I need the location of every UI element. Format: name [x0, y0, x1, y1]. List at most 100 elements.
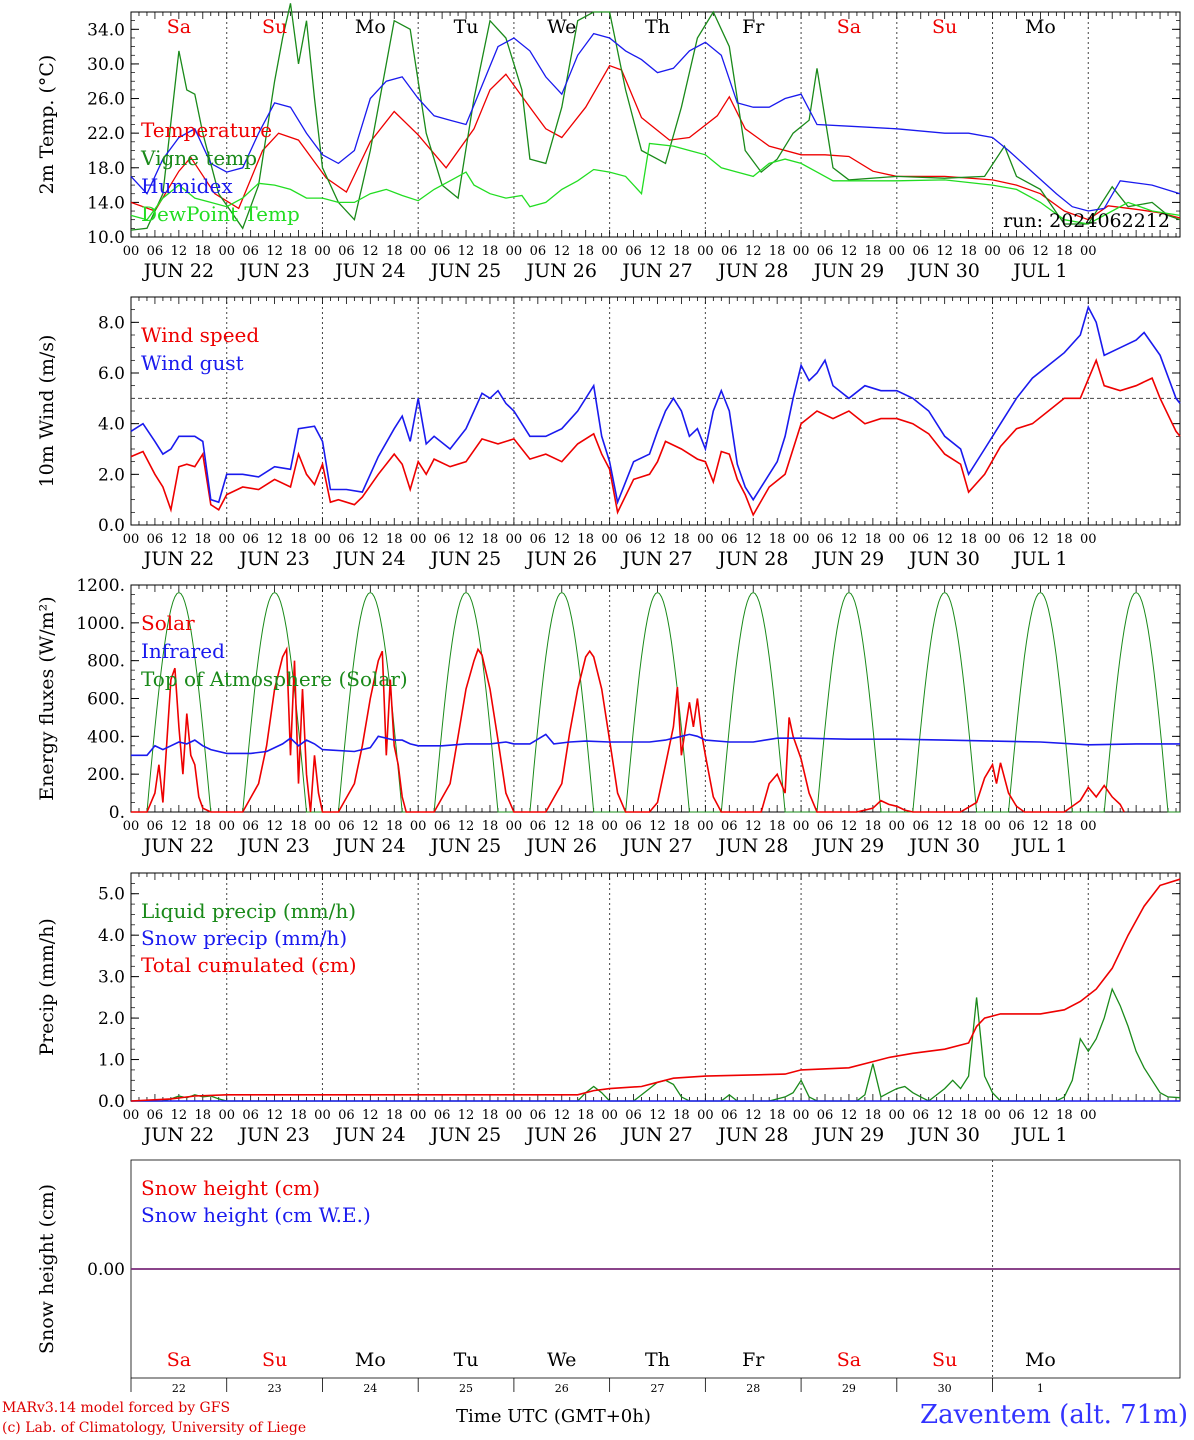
date-label: JUN 29 — [812, 548, 884, 570]
hour-tick-label: 06 — [721, 819, 738, 834]
hour-tick-label: 00 — [218, 244, 235, 259]
weekday-label: Mo — [1025, 16, 1056, 38]
y-tick-label: 14.0 — [87, 193, 125, 213]
weekday-label: We — [547, 1349, 576, 1371]
hour-tick-label: 00 — [697, 1108, 714, 1123]
date-label: JUN 22 — [142, 548, 214, 570]
hour-tick-label: 18 — [673, 1108, 690, 1123]
hour-tick-label: 00 — [889, 532, 906, 547]
hour-tick-label: 12 — [1032, 244, 1049, 259]
legend-entry: Wind gust — [141, 351, 244, 375]
legend-entry: DewPoint Temp — [141, 202, 300, 226]
date-label: JUN 29 — [812, 835, 884, 857]
hour-tick-label: 00 — [123, 819, 140, 834]
date-label: JUN 24 — [333, 1124, 405, 1146]
date-label: JUN 27 — [620, 835, 692, 857]
hour-tick-label: 00 — [984, 244, 1001, 259]
hour-tick-label: 00 — [601, 1108, 618, 1123]
date-label: JUN 28 — [716, 548, 788, 570]
date-label: JUN 24 — [333, 260, 405, 282]
date-label: JUN 25 — [429, 835, 501, 857]
hour-tick-label: 18 — [290, 244, 307, 259]
hour-tick-label: 06 — [530, 532, 547, 547]
hour-tick-label: 00 — [410, 244, 427, 259]
hour-tick-label: 00 — [506, 244, 523, 259]
hour-tick-label: 12 — [362, 1108, 379, 1123]
hour-tick-label: 12 — [936, 1108, 953, 1123]
hour-tick-label: 18 — [290, 1108, 307, 1123]
y-tick-label: 5.0 — [98, 885, 125, 905]
hour-tick-label: 06 — [721, 1108, 738, 1123]
hour-tick-label: 12 — [553, 532, 570, 547]
hour-tick-label: 00 — [218, 1108, 235, 1123]
hour-tick-label: 06 — [1008, 1108, 1025, 1123]
hour-tick-label: 00 — [793, 244, 810, 259]
date-label: JUN 23 — [237, 548, 309, 570]
hour-tick-label: 00 — [1080, 1108, 1097, 1123]
date-label: JUL 1 — [1011, 260, 1067, 282]
hour-tick-label: 00 — [984, 819, 1001, 834]
hour-tick-label: 12 — [553, 819, 570, 834]
series-line-top-of-atmosphere — [131, 592, 1180, 813]
panel-frame-2 — [130, 296, 1181, 526]
weekday-label: Su — [932, 1349, 957, 1371]
hour-tick-label: 00 — [1080, 819, 1097, 834]
hour-tick-label: 18 — [1056, 1108, 1073, 1123]
hour-tick-label: 06 — [434, 819, 451, 834]
y-axis-title: Energy fluxes (W/m²) — [36, 596, 58, 800]
date-label: JUN 24 — [333, 548, 405, 570]
day-number-label: 23 — [268, 1382, 282, 1395]
hour-tick-label: 18 — [577, 244, 594, 259]
hour-tick-label: 06 — [912, 1108, 929, 1123]
legend-entry: Solar — [141, 611, 195, 635]
run-label: run: 2024062212 — [1003, 210, 1170, 232]
hour-tick-label: 12 — [458, 244, 475, 259]
hour-tick-label: 06 — [434, 532, 451, 547]
hour-tick-label: 18 — [482, 1108, 499, 1123]
hour-tick-label: 00 — [218, 819, 235, 834]
date-label: JUL 1 — [1011, 1124, 1067, 1146]
day-number-label: 27 — [650, 1382, 664, 1395]
date-label: JUN 25 — [429, 548, 501, 570]
hour-tick-label: 06 — [242, 1108, 259, 1123]
hour-tick-label: 18 — [290, 819, 307, 834]
hour-tick-label: 06 — [1008, 532, 1025, 547]
hour-tick-label: 06 — [242, 532, 259, 547]
y-tick-label: 0.0 — [98, 516, 125, 536]
legend-entry: Top of Atmosphere (Solar) — [141, 667, 408, 691]
hour-tick-label: 18 — [1056, 244, 1073, 259]
hour-tick-label: 06 — [625, 244, 642, 259]
y-tick-label: 400. — [87, 727, 125, 747]
hour-tick-label: 00 — [123, 1108, 140, 1123]
hour-tick-label: 00 — [889, 819, 906, 834]
hour-tick-label: 06 — [912, 244, 929, 259]
hour-tick-label: 06 — [530, 244, 547, 259]
y-tick-label: 34.0 — [87, 20, 125, 40]
hour-tick-label: 06 — [1008, 244, 1025, 259]
hour-tick-label: 06 — [338, 1108, 355, 1123]
hour-tick-label: 06 — [625, 1108, 642, 1123]
date-label: JUN 30 — [907, 1124, 979, 1146]
y-tick-label: 22.0 — [87, 124, 125, 144]
hour-tick-label: 06 — [625, 819, 642, 834]
hour-tick-label: 18 — [673, 819, 690, 834]
hour-tick-label: 12 — [362, 819, 379, 834]
hour-tick-label: 12 — [1032, 532, 1049, 547]
date-label: JUN 25 — [429, 1124, 501, 1146]
hour-tick-label: 12 — [649, 1108, 666, 1123]
y-tick-label: 3.0 — [98, 968, 125, 988]
hour-tick-label: 06 — [1008, 819, 1025, 834]
date-label: JUN 28 — [716, 835, 788, 857]
y-tick-label: 2.0 — [98, 1009, 125, 1029]
date-label: JUN 29 — [812, 260, 884, 282]
y-axis-title: 10m Wind (m/s) — [36, 335, 58, 488]
hour-tick-label: 00 — [697, 532, 714, 547]
hour-tick-label: 18 — [769, 819, 786, 834]
hour-tick-label: 00 — [984, 1108, 1001, 1123]
hour-tick-label: 12 — [362, 244, 379, 259]
legend-entry: Snow precip (mm/h) — [141, 926, 347, 950]
weekday-label: We — [547, 16, 576, 38]
series-line-dewpoint-temp — [130, 142, 1181, 225]
day-number-label: 24 — [363, 1382, 377, 1395]
